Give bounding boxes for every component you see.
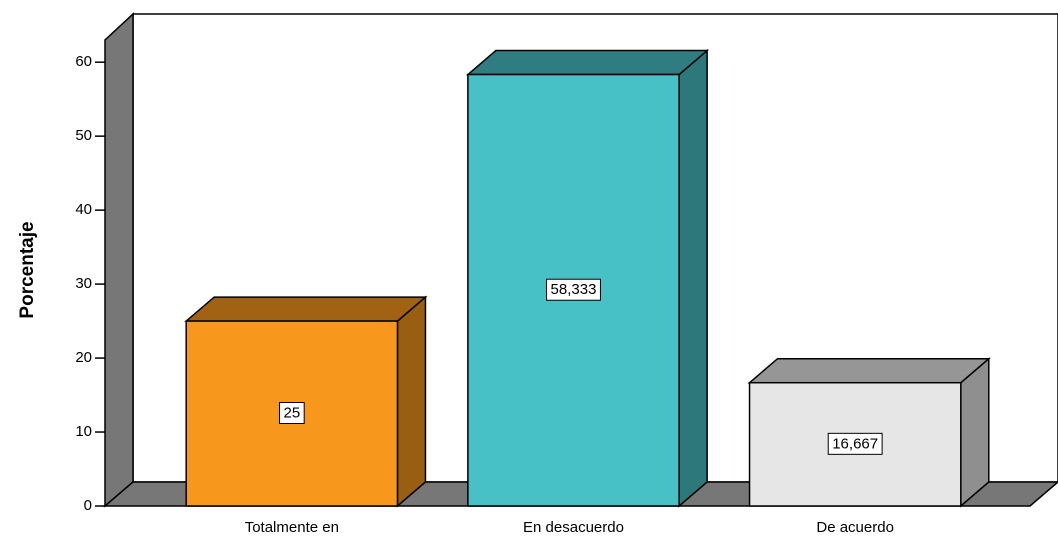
data-label: 25 (283, 405, 300, 422)
data-label-box (546, 278, 601, 301)
bar-side (396, 295, 427, 508)
data-label: 58,333 (551, 281, 597, 298)
y-axis-label: Porcentaje (17, 221, 38, 318)
bar-top (184, 296, 428, 322)
data-label: 16,667 (832, 435, 878, 452)
y-tick-label: 20 (75, 349, 92, 366)
x-tick-label: En desacuerdo (523, 519, 624, 536)
x-tick-label: Totalmente en (245, 519, 339, 536)
y-tick-label: 60 (75, 53, 92, 70)
bar (748, 381, 962, 507)
y-tick-label: 0 (84, 497, 92, 514)
y-tick-label: 50 (75, 127, 92, 144)
bar-side (678, 48, 708, 508)
data-label-box (827, 432, 883, 455)
bar-top (747, 357, 991, 384)
y-tick-label: 30 (75, 275, 92, 292)
bar-side (960, 357, 990, 508)
y-tick-label: 10 (75, 423, 92, 440)
y-tick-label: 40 (75, 201, 92, 218)
data-label-box (278, 402, 305, 425)
bar-top (465, 49, 710, 76)
x-tick-label: De acuerdo (816, 519, 894, 536)
left-wall (104, 12, 134, 508)
